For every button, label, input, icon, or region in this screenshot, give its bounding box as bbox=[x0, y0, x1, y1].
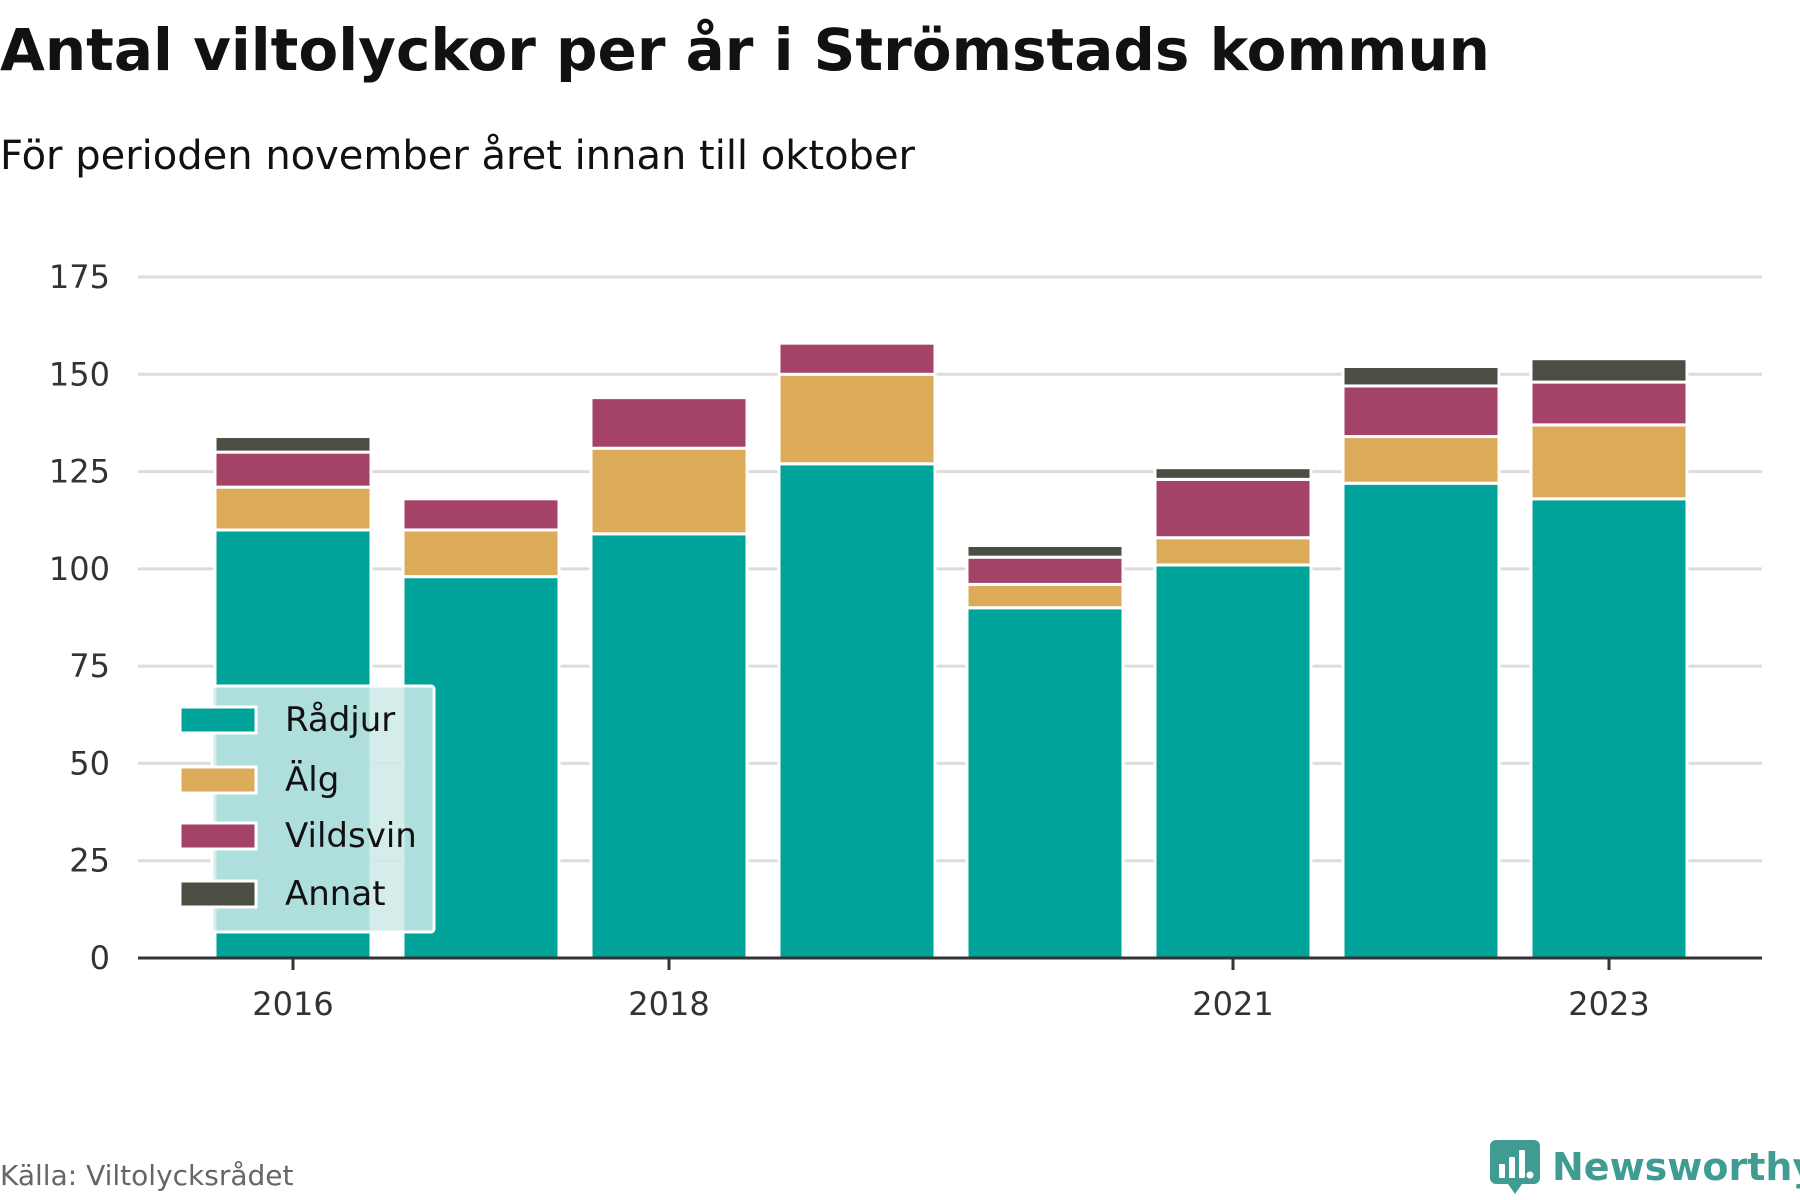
legend-swatch bbox=[178, 705, 258, 735]
x-tick-label: 2021 bbox=[1192, 985, 1273, 1023]
bar-segment bbox=[589, 532, 749, 960]
y-tick-label: 50 bbox=[69, 744, 110, 782]
bar-segment bbox=[401, 497, 561, 532]
y-tick-label: 100 bbox=[49, 550, 110, 588]
bar-segment bbox=[401, 528, 561, 579]
bar-segment bbox=[1153, 536, 1313, 567]
brand[interactable]: Newsworthy bbox=[1490, 1138, 1800, 1196]
y-tick-label: 125 bbox=[49, 453, 110, 491]
legend: Rådjur Älg Vildsvin Annat bbox=[178, 684, 436, 934]
y-tick-label: 25 bbox=[69, 842, 110, 880]
bar-segment bbox=[1341, 365, 1501, 388]
newsworthy-logo-icon bbox=[1490, 1140, 1540, 1194]
legend-label: Annat bbox=[285, 874, 386, 914]
bar-segment bbox=[777, 341, 937, 376]
bar-segment bbox=[1153, 563, 1313, 960]
bar-segment bbox=[1341, 481, 1501, 960]
bar-segment bbox=[213, 435, 373, 454]
bar-segment bbox=[777, 372, 937, 466]
bar-segment bbox=[1529, 380, 1689, 427]
bar-segment bbox=[965, 606, 1125, 960]
bar-segment bbox=[1529, 497, 1689, 960]
bar-segment bbox=[1529, 357, 1689, 384]
legend-swatch bbox=[178, 821, 258, 851]
x-tick-label: 2016 bbox=[252, 985, 333, 1023]
x-tick-label: 2018 bbox=[628, 985, 709, 1023]
y-tick-label: 75 bbox=[69, 647, 110, 685]
x-tick-label: 2023 bbox=[1568, 985, 1649, 1023]
source-note: Källa: Viltolycksrådet bbox=[0, 1159, 294, 1192]
y-tick-label: 150 bbox=[49, 355, 110, 393]
bar-segment bbox=[777, 462, 937, 960]
bar-segment bbox=[965, 555, 1125, 586]
bar-segment bbox=[589, 396, 749, 450]
bar-segment bbox=[589, 446, 749, 536]
bar-segment bbox=[1529, 423, 1689, 501]
bar-segment bbox=[1153, 477, 1313, 540]
legend-label: Vildsvin bbox=[285, 816, 417, 856]
bar-segment bbox=[213, 450, 373, 489]
y-tick-label: 175 bbox=[49, 258, 110, 296]
brand-name: Newsworthy bbox=[1552, 1145, 1800, 1189]
y-tick-label: 0 bbox=[90, 939, 110, 977]
legend-label: Rådjur bbox=[285, 700, 395, 740]
bar-segment bbox=[1341, 384, 1501, 439]
bar-segment bbox=[213, 485, 373, 532]
chart-subtitle: För perioden november året innan till ok… bbox=[0, 133, 915, 179]
bar-segment bbox=[965, 582, 1125, 610]
legend-label: Älg bbox=[285, 760, 339, 800]
bar-segment bbox=[1153, 466, 1313, 481]
legend-box bbox=[210, 684, 436, 934]
bar-segment bbox=[965, 544, 1125, 559]
bar-segment bbox=[1341, 435, 1501, 485]
chart-title: Antal viltolyckor per år i Strömstads ko… bbox=[0, 16, 1490, 84]
legend-swatch bbox=[178, 879, 258, 909]
legend-swatch bbox=[178, 765, 258, 795]
